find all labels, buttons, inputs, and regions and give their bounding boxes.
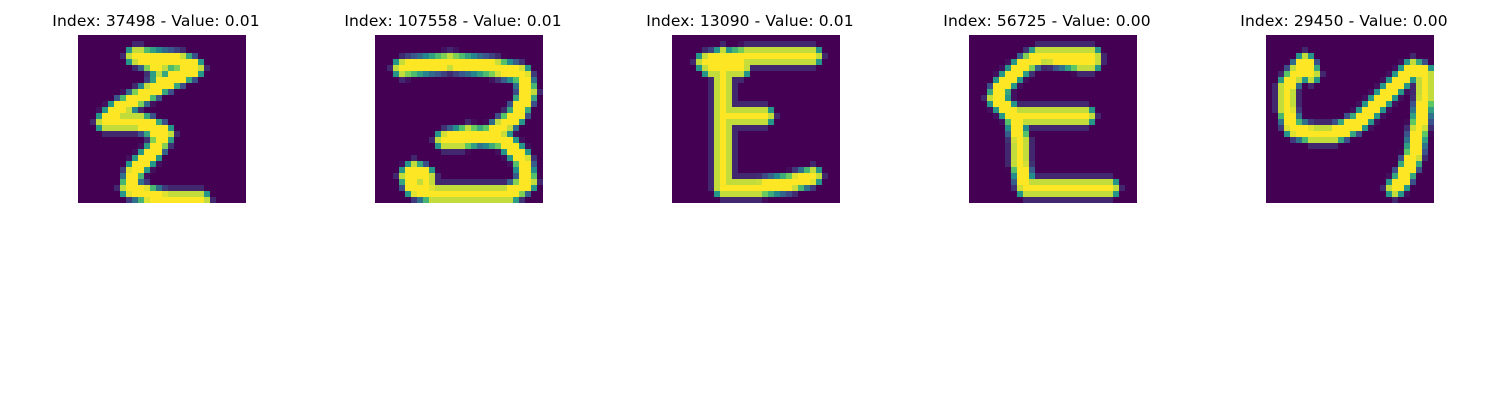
panel-title: Index: 37498 - Value: 0.01 (52, 12, 260, 30)
panel-title: Index: 13090 - Value: 0.01 (646, 12, 854, 30)
subplot-panel: Index: 13090 - Value: 0.01 (600, 0, 900, 210)
subplot-panel: Index: 37498 - Value: 0.01 (6, 0, 306, 210)
digit-image (969, 35, 1137, 203)
panel-title: Index: 107558 - Value: 0.01 (344, 12, 562, 30)
digit-image (375, 35, 543, 203)
subplot-panel: Index: 56725 - Value: 0.00 (897, 0, 1197, 210)
panel-title: Index: 56725 - Value: 0.00 (943, 12, 1151, 30)
digit-image (672, 35, 840, 203)
digit-image (1266, 35, 1434, 203)
panel-title: Index: 29450 - Value: 0.00 (1240, 12, 1448, 30)
subplot-panel: Index: 107558 - Value: 0.01 (303, 0, 603, 210)
digit-image (78, 35, 246, 203)
subplot-panel: Index: 29450 - Value: 0.00 (1194, 0, 1494, 210)
